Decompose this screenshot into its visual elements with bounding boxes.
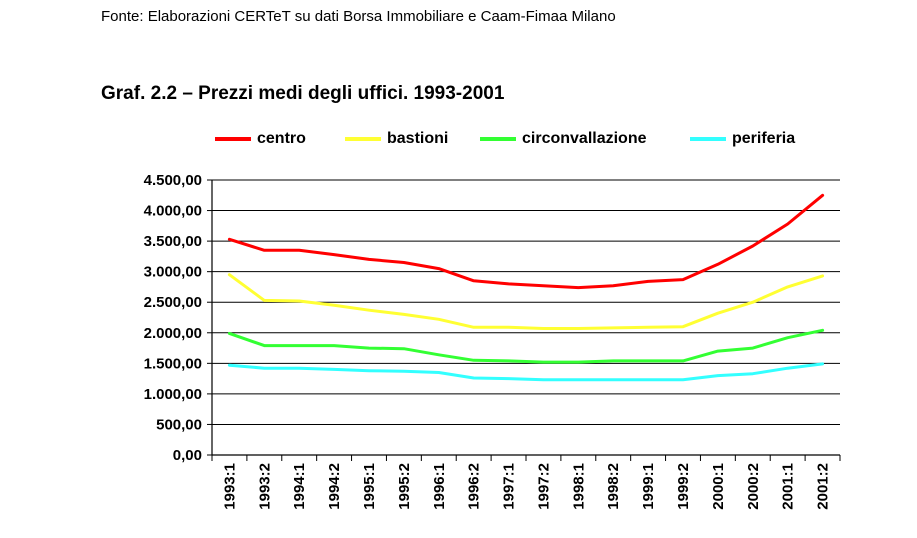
legend-swatch [690, 137, 726, 141]
legend-swatch [215, 137, 251, 141]
series-line-periferia [227, 362, 825, 382]
y-tick-label: 0,00 [173, 447, 202, 464]
legend-swatch [345, 137, 381, 141]
x-tick-label: 1999:1 [640, 463, 657, 510]
y-tick-label: 1.000,00 [144, 386, 202, 403]
x-tick-label: 1997:2 [535, 463, 552, 510]
y-tick-label: 2.500,00 [144, 294, 202, 311]
x-tick-label: 1998:1 [570, 463, 587, 510]
x-tick-label: 2001:1 [780, 463, 797, 510]
x-tick-label: 1998:2 [605, 463, 622, 510]
y-tick-label: 1.500,00 [144, 355, 202, 372]
x-tick-label: 2000:2 [745, 463, 762, 510]
legend-item-bastioni: bastioni [345, 130, 448, 148]
y-tick-label: 2.000,00 [144, 325, 202, 342]
y-tick-label: 4.000,00 [144, 203, 202, 220]
series-line-bastioni [227, 273, 825, 330]
x-tick-label: 1994:1 [291, 463, 308, 510]
chart-title: Graf. 2.2 – Prezzi medi degli uffici. 19… [101, 83, 505, 104]
legend-label: periferia [732, 130, 796, 147]
series-line-centro [227, 193, 825, 290]
x-tick-label: 1996:1 [431, 463, 448, 510]
x-tick-label: 1995:2 [396, 463, 413, 510]
y-tick-label: 4.500,00 [144, 172, 202, 189]
x-tick-label: 2001:2 [815, 463, 832, 510]
legend-label: bastioni [387, 130, 449, 147]
legend-label: centro [257, 130, 306, 147]
legend-label: circonvallazione [522, 130, 647, 147]
source-note: Fonte: Elaborazioni CERTeT su dati Borsa… [101, 8, 616, 25]
series-line-circonvallazione [227, 328, 825, 364]
x-tick-label: 2000:1 [710, 463, 727, 510]
x-tick-label: 1997:1 [501, 463, 518, 510]
x-tick-label: 1994:2 [326, 463, 343, 510]
legend-item-centro: centro [215, 130, 306, 148]
legend-item-circonvallazione: circonvallazione [480, 130, 647, 148]
x-tick-label: 1993:2 [256, 463, 273, 510]
legend-swatch [480, 137, 516, 141]
y-tick-label: 3.000,00 [144, 264, 202, 281]
chart-legend: centro bastioni circonvallazione periferia [0, 130, 917, 150]
y-tick-label: 3.500,00 [144, 233, 202, 250]
x-tick-label: 1993:1 [221, 463, 238, 510]
x-tick-label: 1996:2 [466, 463, 483, 510]
x-tick-label: 1999:2 [675, 463, 692, 510]
y-tick-label: 500,00 [156, 416, 202, 433]
x-tick-label: 1995:1 [361, 463, 378, 510]
legend-item-periferia: periferia [690, 130, 795, 148]
